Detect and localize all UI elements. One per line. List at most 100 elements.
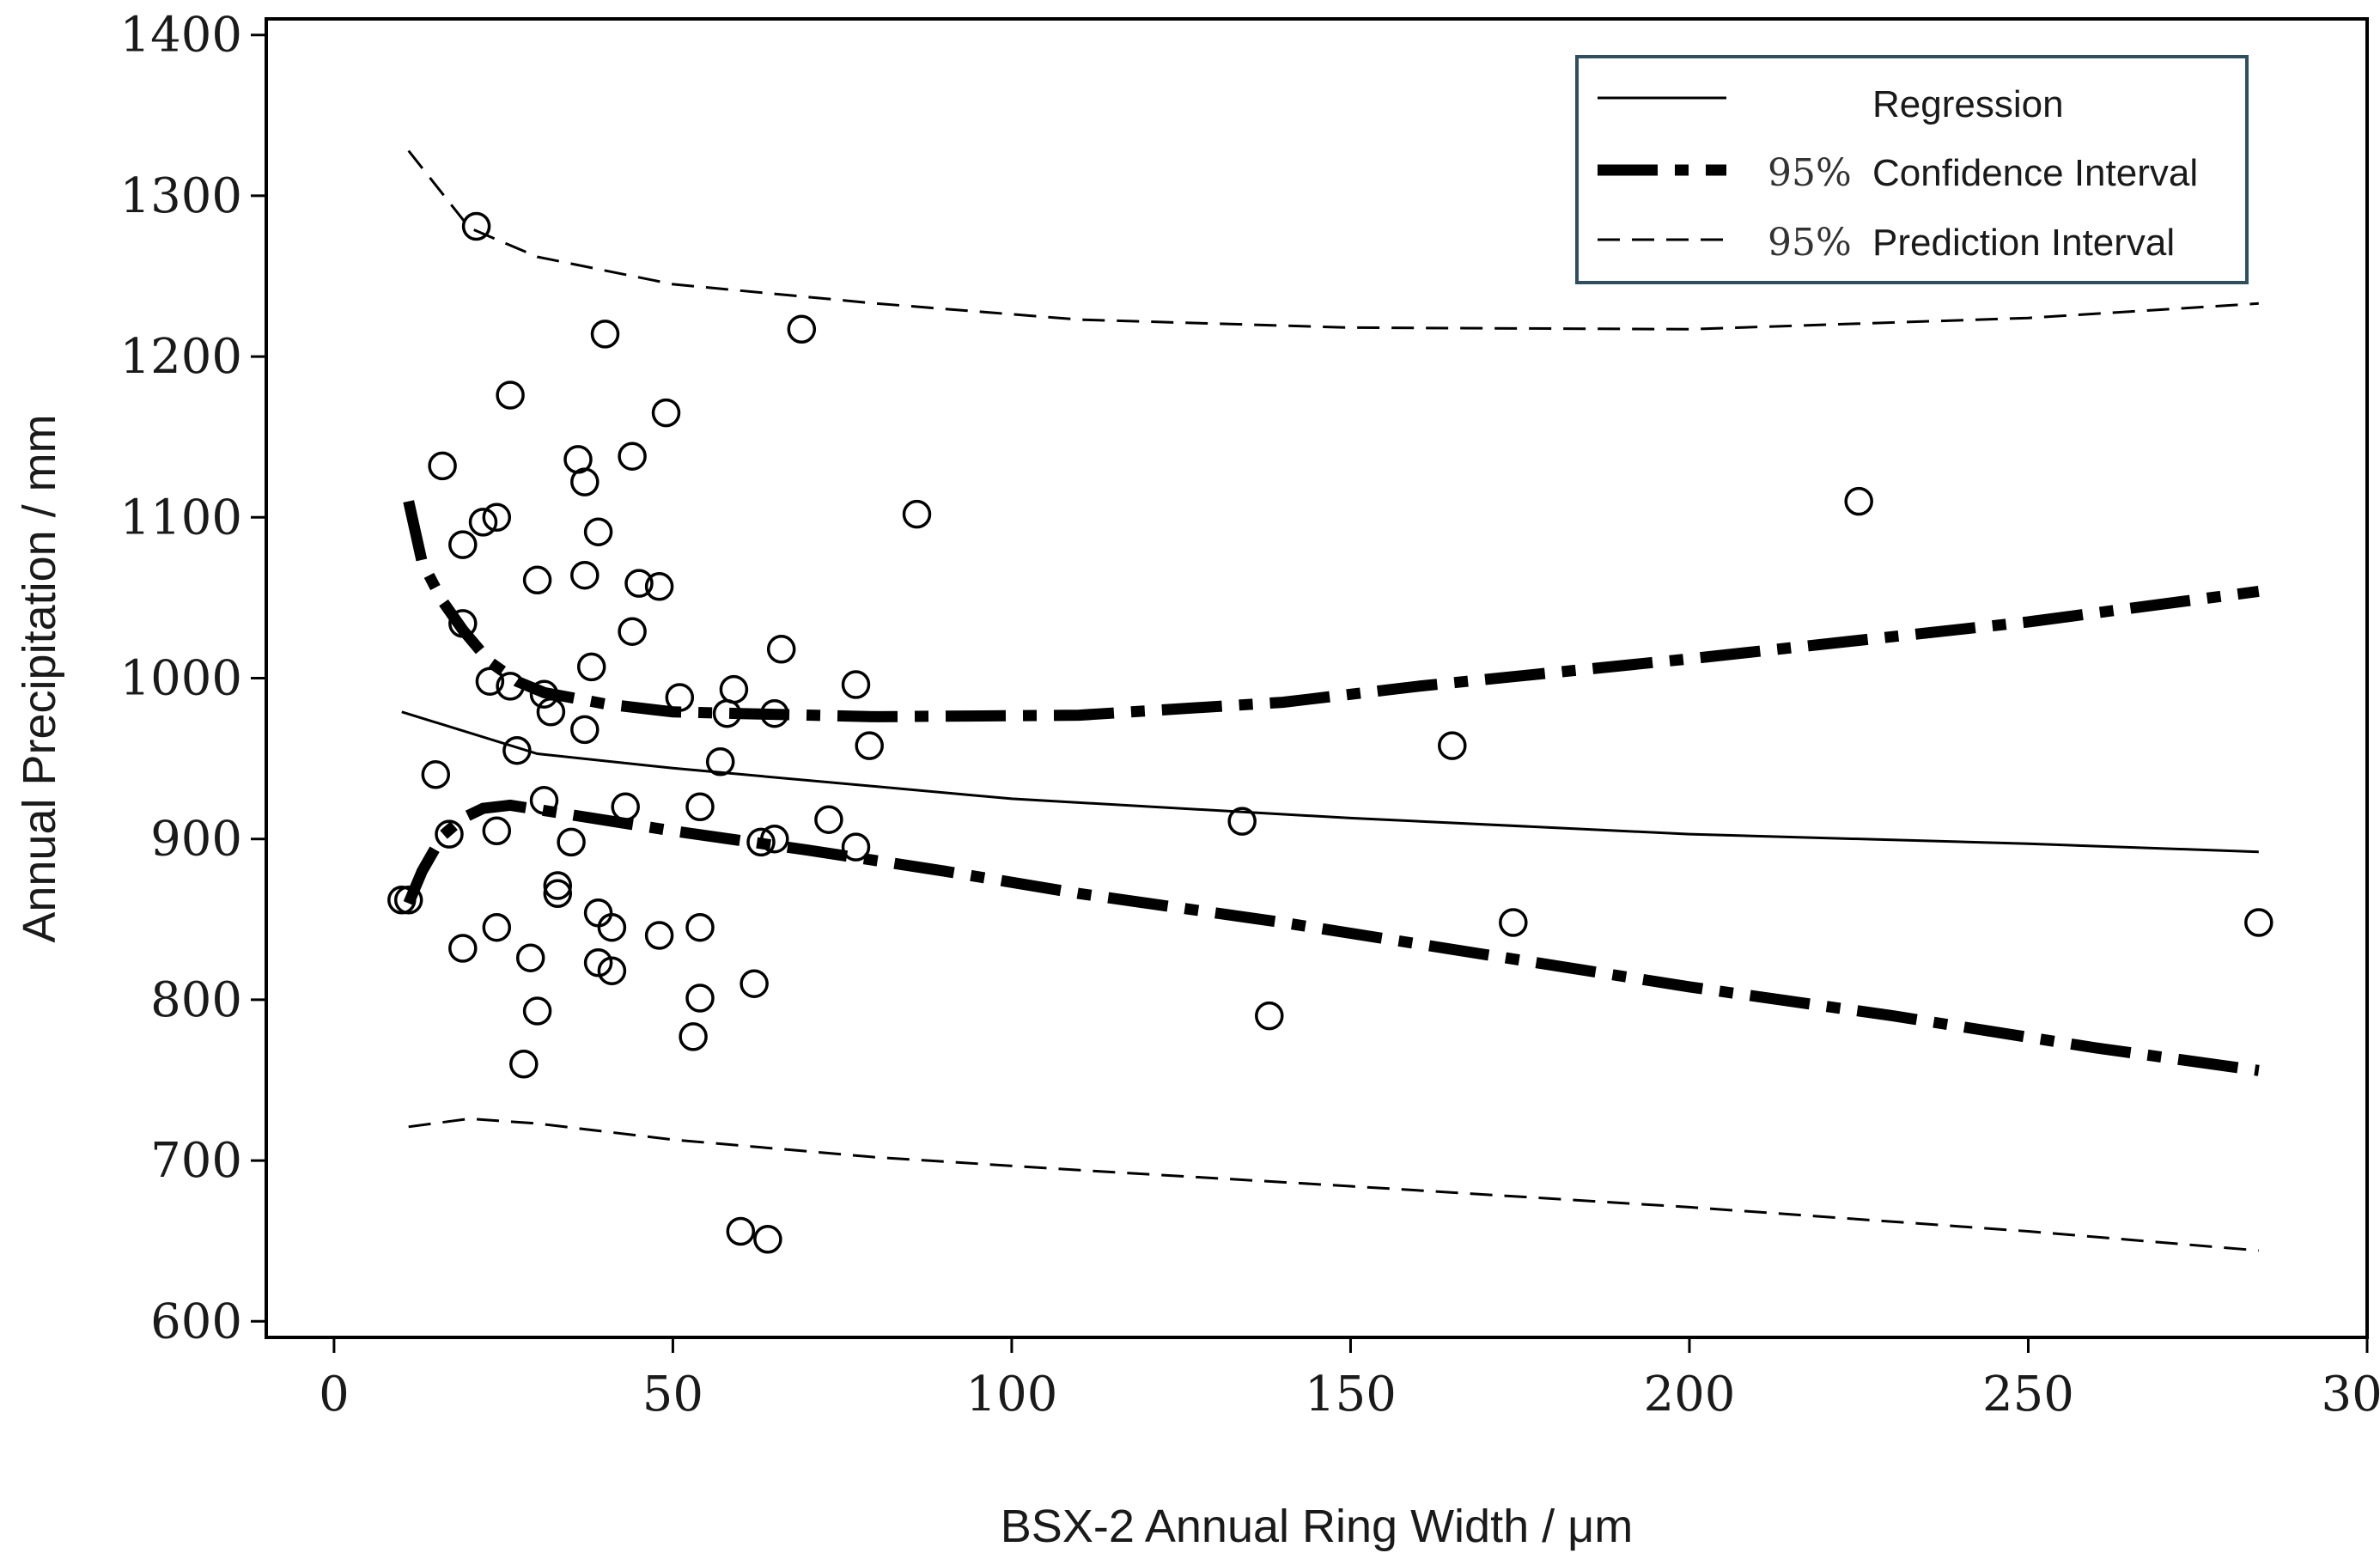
data-point [665, 683, 695, 712]
data-point [644, 921, 674, 950]
y-tick-label: 1200 [119, 329, 242, 385]
data-point [461, 211, 491, 241]
legend-confidence-label: Confidence Interval [1872, 152, 2198, 194]
y-tick-label: 1300 [119, 168, 242, 224]
data-point [529, 679, 559, 709]
x-tick-label: 150 [1305, 1367, 1397, 1422]
data-point [1438, 731, 1467, 760]
data-point [421, 760, 451, 789]
confidence-interval-layer [403, 500, 2260, 1076]
data-point [760, 698, 789, 728]
data-point [570, 715, 600, 745]
legend-prediction-prefix: 95% [1768, 221, 1852, 265]
y-tick-label: 900 [150, 812, 242, 868]
data-point [740, 969, 769, 998]
data-point [482, 502, 512, 533]
data-point [448, 530, 478, 559]
data-point [2244, 908, 2273, 937]
data-point [509, 1050, 539, 1079]
data-point [611, 792, 640, 822]
data-point [543, 879, 573, 909]
x-tick-label: 100 [965, 1367, 1057, 1422]
data-point [855, 731, 884, 760]
data-point [515, 943, 545, 972]
data-point [529, 786, 559, 815]
confidence-interval-upper-line [403, 500, 2260, 722]
data-point [753, 1225, 782, 1254]
data-point [597, 956, 627, 985]
y-tick-label: 1000 [119, 651, 242, 707]
legend: Regression 95% Confidence Interval 95% P… [1575, 55, 2249, 284]
data-point [590, 320, 620, 349]
data-point [576, 652, 606, 682]
legend-regression-label: Regression [1872, 83, 2064, 125]
data-point [557, 827, 586, 857]
data-point [482, 816, 512, 846]
x-tick-label: 300 [2322, 1367, 2380, 1422]
regression-line [401, 710, 2259, 854]
data-point [468, 508, 498, 537]
data-point [536, 697, 566, 727]
data-point [1227, 807, 1257, 836]
data-point [624, 569, 654, 598]
confidence-interval-lower-line [403, 799, 2260, 1076]
data-point [428, 451, 457, 481]
data-point [814, 805, 843, 834]
prediction-interval-lower-line [408, 1117, 2259, 1252]
legend-confidence-prefix: 95% [1768, 151, 1852, 195]
x-axis-ticks: 0 50 100 150 200 250 300 [319, 1337, 2380, 1422]
data-point [583, 517, 613, 546]
data-point [570, 467, 600, 496]
data-point [393, 886, 423, 915]
data-point [902, 499, 932, 529]
data-point [1499, 908, 1528, 937]
x-tick-label: 50 [642, 1367, 703, 1422]
data-point [1255, 1001, 1284, 1031]
data-point [651, 398, 681, 428]
y-tick-label: 1100 [119, 490, 242, 545]
data-point [387, 886, 417, 915]
data-point [583, 948, 613, 977]
y-tick-label: 800 [150, 972, 242, 1028]
data-point [685, 912, 715, 942]
data-point [522, 565, 552, 595]
data-point [543, 871, 573, 900]
data-point [644, 572, 674, 601]
data-point [841, 832, 871, 862]
data-point [502, 735, 532, 765]
prediction-interval-layer [407, 149, 2259, 1252]
legend-prediction-label: Prediction Interval [1872, 222, 2175, 264]
data-point [726, 1216, 756, 1246]
prediction-interval-upper-line [407, 149, 2259, 331]
y-axis-ticks: 600 700 800 900 1000 1100 1200 1300 1400 [119, 8, 266, 1349]
data-point [448, 934, 478, 963]
data-points [387, 211, 2273, 1254]
data-point [766, 635, 796, 664]
data-point [597, 912, 627, 942]
data-point [448, 609, 478, 638]
y-tick-label: 700 [150, 1133, 242, 1189]
data-point [705, 747, 735, 776]
x-tick-label: 200 [1644, 1367, 1736, 1422]
data-point [719, 674, 749, 704]
x-tick-label: 0 [319, 1367, 350, 1422]
data-point [685, 984, 715, 1013]
data-point [482, 912, 512, 942]
data-point [496, 672, 525, 701]
x-axis-title: BSX-2 Annual Ring Width / μm [1001, 1501, 1633, 1552]
data-point [435, 819, 464, 849]
data-point [760, 824, 789, 854]
data-point [618, 617, 647, 646]
data-point [570, 560, 600, 590]
data-point [685, 792, 715, 822]
data-point [1844, 486, 1873, 516]
data-point [618, 442, 647, 471]
data-point [496, 381, 525, 410]
data-point [475, 667, 505, 696]
y-axis-title: Annual Precipitation / mm [14, 414, 65, 942]
data-point [679, 1022, 708, 1051]
data-point [746, 827, 776, 857]
y-tick-label: 1400 [119, 8, 242, 64]
x-tick-label: 250 [1982, 1367, 2074, 1422]
